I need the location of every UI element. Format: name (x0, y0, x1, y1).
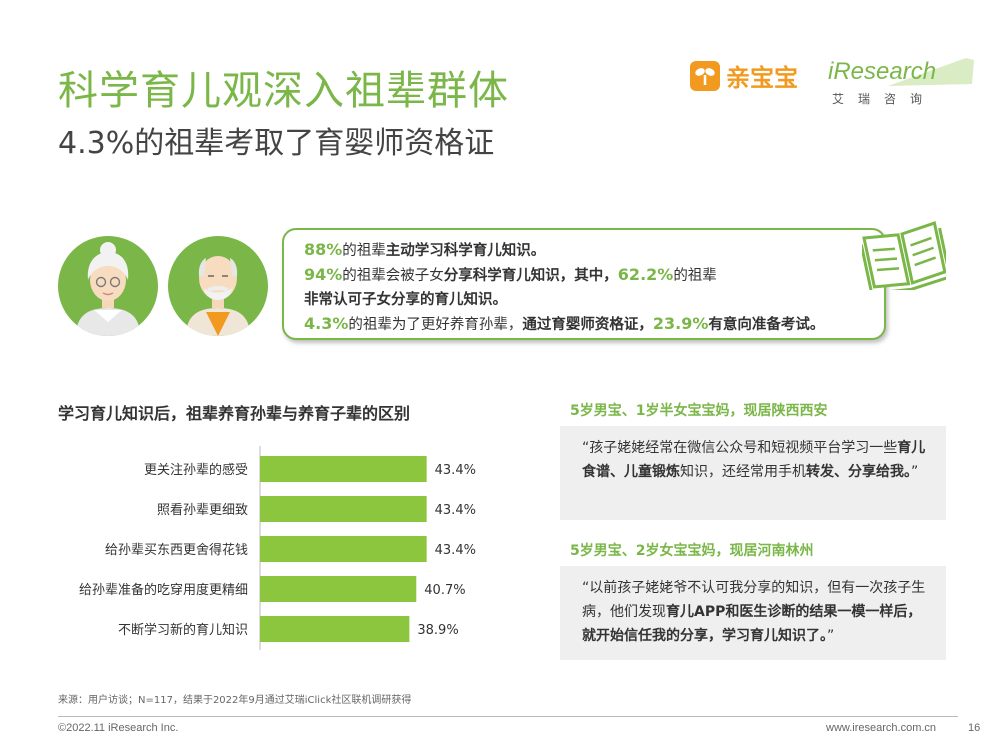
chart-title: 学习育儿知识后，祖辈养育孙辈与养育子辈的区别 (58, 404, 411, 423)
value-label: 43.4% (435, 503, 476, 518)
quote-2-box: “以前孩子姥姥爷不认可我分享的知识，但有一次孩子生病，他们发现育儿APP和医生诊… (560, 566, 946, 660)
category-label: 照看孙辈更细致 (157, 502, 248, 518)
grandfather-avatar (168, 236, 268, 336)
summary-line-4: 4.3%的祖辈为了更好养育孙辈，通过育婴师资格证，23.9%有意向准备考试。 (304, 312, 824, 337)
stat-88: 88% (304, 240, 343, 259)
stat-62: 62.2% (617, 265, 674, 284)
quote-text: ” (911, 464, 919, 480)
summary-bold: 主动学习科学育儿知识 (385, 243, 531, 259)
value-label: 40.7% (424, 583, 465, 598)
quote-2-title: 5岁男宝、2岁女宝宝妈，现居河南林州 (570, 543, 814, 559)
brand1-text: 亲宝宝 (726, 64, 798, 92)
bar (260, 616, 410, 642)
summary-text: 的祖辈为了更好养育孙辈， (348, 317, 523, 333)
qinbaobao-logo: 亲宝宝 (690, 58, 798, 93)
bar-chart: 更关注孙辈的感受 43.4% 照看孙辈更细致 43.4% 给孙辈买东西更舍得花钱 43.4… (79, 446, 476, 650)
summary-bold: 通过育婴师资格证， (522, 317, 653, 333)
summary-bold: 非常认可子女分享的育儿知识。 (304, 292, 507, 308)
summary-text: 。 (530, 243, 546, 259)
summary-bold: 分享科学育儿知识，其中， (443, 268, 618, 284)
quote-bold: 育儿食谱、儿童锻炼 (582, 440, 926, 480)
category-label: 不断学习新的育儿知识 (118, 622, 248, 638)
website: www.iresearch.com.cn (826, 722, 937, 734)
copyright: ©2022.11 iResearch Inc. (58, 722, 179, 734)
iresearch-logo: iResearch 艾瑞咨询 (828, 58, 974, 107)
quote-text: “以前孩子姥姥爷不认可我分享的知识，但有一次孩子生病，他们发现 (582, 580, 926, 620)
source-note: 来源：用户访谈；N=117，结果于2022年9月通过艾瑞iClick社区联机调研… (58, 695, 412, 706)
page-number: 16 (968, 722, 981, 734)
footer-divider (58, 716, 958, 717)
value-label: 38.9% (417, 623, 458, 638)
quote-text: 知识，还经常用手机 (680, 464, 806, 480)
summary-line-3: 非常认可子女分享的育儿知识。 (304, 288, 824, 312)
summary-line-2: 94%的祖辈会被子女分享科学育儿知识，其中，62.2%的祖辈 (304, 263, 824, 288)
open-book-icon (859, 216, 952, 296)
stat-23-9: 23.9% (652, 314, 709, 333)
quote-1-box: “孩子姥姥经常在微信公众号和短视频平台学习一些育儿食谱、儿童锻炼知识，还经常用手… (560, 426, 946, 520)
value-label: 43.4% (435, 463, 476, 478)
bar (260, 456, 427, 482)
summary-text: 的祖辈 (673, 268, 717, 284)
category-label: 更关注孙辈的感受 (144, 462, 248, 478)
quote-text: ” (827, 628, 835, 644)
bar (260, 536, 427, 562)
grandmother-avatar (58, 236, 158, 336)
bar (260, 496, 427, 522)
summary-text: 的祖辈 (342, 243, 386, 259)
category-label: 给孙辈准备的吃穿用度更精细 (79, 582, 248, 598)
value-label: 43.4% (435, 543, 476, 558)
summary-box: 88%的祖辈主动学习科学育儿知识。 94%的祖辈会被子女分享科学育儿知识，其中，… (282, 228, 886, 340)
brand2-subtitle: 艾瑞咨询 (832, 92, 937, 106)
quote-text: “孩子姥姥经常在微信公众号和短视频平台学习一些 (582, 440, 898, 456)
bar (260, 576, 417, 602)
page-subtitle: 4.3%的祖辈考取了育婴师资格证 (58, 126, 495, 161)
summary-bold: 有意向准备考试。 (708, 317, 825, 333)
logo-swoosh-icon (888, 58, 974, 86)
stat-94: 94% (304, 265, 343, 284)
stat-4-3: 4.3% (304, 314, 349, 333)
summary-text: 的祖辈会被子女 (342, 268, 444, 284)
summary-line-1: 88%的祖辈主动学习科学育儿知识。 (304, 238, 824, 263)
quote-1-title: 5岁男宝、1岁半女宝宝妈，现居陕西西安 (570, 403, 828, 419)
category-label: 给孙辈买东西更舍得花钱 (105, 542, 248, 558)
page-title: 科学育儿观深入祖辈群体 (58, 68, 509, 114)
quote-bold: 育儿APP和医生诊断的结果一模一样后，就开始信任我的分享，学习育儿知识了。 (582, 604, 922, 644)
brand2-text: iResearch (828, 58, 937, 85)
quote-bold: 转发、分享给我。 (806, 464, 911, 480)
sprout-icon (690, 60, 720, 91)
